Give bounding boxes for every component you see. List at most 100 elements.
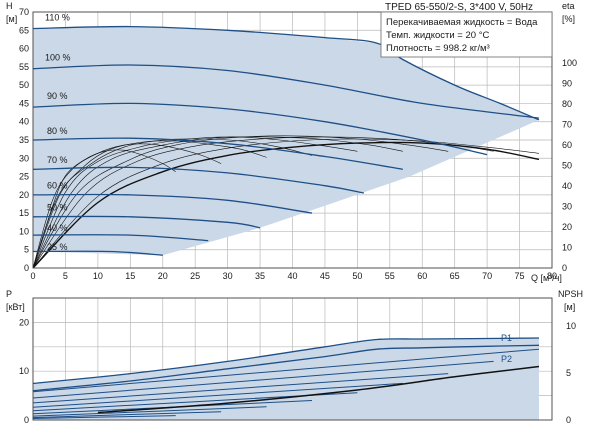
efficiency-curve [32,136,403,269]
y-tick-label-eta: 80 [562,99,572,109]
head-curves [32,25,540,256]
y-tick-label-npsh: 10 [566,321,576,331]
y-tick-label-h: 40 [19,117,29,127]
power-curve [32,392,358,412]
power-curve [32,406,267,417]
x-tick-label: 65 [450,271,460,281]
head-curve [32,193,313,214]
x-tick-label: 75 [515,271,525,281]
y-tick-label-eta: 100 [562,58,577,68]
x-tick-label: 60 [417,271,427,281]
y-tick-label-h: 5 [24,245,29,255]
y-tick-label-h: 15 [19,208,29,218]
x-tick-label: 15 [125,271,135,281]
speed-percent-label: 80 % [47,126,68,136]
power-curve [32,411,222,419]
efficiency-curve [32,149,176,269]
y-tick-label-h: 45 [19,98,29,108]
top-y-ticks-left: 0 5 10 15 20 25 30 35 40 45 50 55 60 65 70 [19,7,29,273]
y-tick-label-p: 0 [24,415,29,425]
power-curve [32,382,403,408]
y-axis-label-h: H [6,1,13,11]
speed-percent-label: 110 % [45,12,70,22]
efficiency-curve [32,135,449,269]
y-tick-label-h: 70 [19,7,29,17]
liquid-line: Перекачиваемая жидкость = Вода [386,17,538,28]
y-tick-label-eta: 40 [562,181,572,191]
y-tick-label-eta: 50 [562,161,572,171]
y-axis-unit-eta: [%] [562,14,575,24]
power-curve [32,373,449,404]
y-tick-label-npsh: 5 [566,368,571,378]
temperature-line: Темп. жидкости = 20 °C [386,30,489,41]
speed-percent-label: 70 % [47,155,68,165]
y-axis-label-p: P [6,289,12,299]
y-tick-label-eta: 70 [562,120,572,130]
head-curve [32,102,488,156]
density-line: Плотность = 998.2 кг/м³ [386,43,490,54]
top-y-ticks-right: 0 10 20 30 40 50 60 70 80 90 100 [562,58,577,273]
y-axis-label-eta: eta [562,1,575,11]
head-curve [32,215,261,229]
series-label-p1: P1 [501,333,512,343]
y-axis-label-npsh: NPSH [558,289,583,299]
head-curve [32,25,540,121]
y-tick-label-eta: 60 [562,140,572,150]
speed-percent-label: 40 % [47,223,68,233]
y-tick-label-p: 20 [19,317,29,327]
efficiency-curve [32,138,540,269]
y-tick-label-h: 50 [19,80,29,90]
x-tick-label: 80 [547,271,557,281]
y-axis-unit-npsh: [м] [564,302,575,312]
y-tick-label-h: 30 [19,153,29,163]
y-tick-label-npsh: 0 [566,415,571,425]
y-tick-label-p: 10 [19,366,29,376]
y-tick-label-h: 35 [19,135,29,145]
x-tick-label: 50 [352,271,362,281]
y-tick-label-eta: 10 [562,243,572,253]
series-label-p2: P2 [501,354,512,364]
bottom-plot-frame [32,297,553,421]
power-curve-p2 [32,344,540,392]
y-tick-label-eta: 30 [562,202,572,212]
pump-title: TPED 65-550/2-S, 3*400 V, 50Hz [385,2,533,13]
x-tick-label: 55 [385,271,395,281]
power-curve [32,348,540,393]
head-curve [32,234,209,242]
y-axis-unit-p: [кВт] [6,302,25,312]
info-box [380,11,553,58]
bottom-y-ticks-right: 0 5 10 [566,321,576,425]
y-tick-label-h: 25 [19,172,29,182]
y-tick-label-h: 65 [19,25,29,35]
y-tick-label-h: 60 [19,44,29,54]
y-tick-label-h: 20 [19,190,29,200]
speed-percent-labels: 110 % 100 % 90 % 80 % 70 % 60 % 50 % 40 % 25 % [45,12,71,251]
x-tick-label: 35 [255,271,265,281]
x-tick-label: 30 [223,271,233,281]
power-curves [32,337,540,419]
head-curve [32,250,163,256]
bottom-y-ticks-left: 0 10 20 [19,317,29,425]
speed-percent-label: 60 % [47,181,68,191]
speed-percent-label: 90 % [47,91,68,101]
top-x-ticks: 0 5 10 15 20 25 30 35 40 45 50 55 60 65 70 75 80 [30,271,557,281]
x-tick-label: 10 [93,271,103,281]
x-axis-label-q: Q [м³/ч] [531,273,562,283]
speed-percent-label: 50 % [47,203,68,213]
power-curve [32,360,494,399]
head-curve [32,166,365,194]
efficiency-curve [32,138,313,269]
efficiency-curve [32,143,222,269]
x-tick-label: 70 [482,271,492,281]
x-tick-label: 0 [30,271,35,281]
y-tick-label-eta: 90 [562,79,572,89]
head-curve [32,137,403,170]
top-plot-frame [32,11,553,269]
y-tick-label-h: 55 [19,62,29,72]
y-tick-label-h: 10 [19,226,29,236]
y-axis-unit-h: [м] [6,14,17,24]
power-curve-p1 [32,337,540,385]
power-area-fill [33,338,539,420]
